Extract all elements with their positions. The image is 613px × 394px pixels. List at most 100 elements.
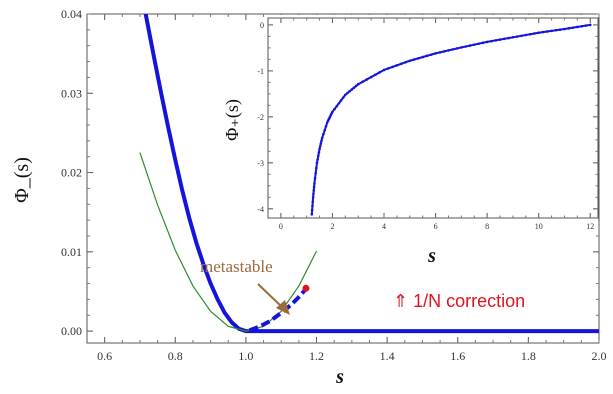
inset-y-tick-label: 0 (260, 21, 264, 30)
inset-marker (335, 104, 339, 108)
inset-marker (460, 46, 463, 49)
main-ticks: 0.6 0.8 1.0 1.2 1.4 1.6 1.8 2.0 0.00 0.01 0.02 0.03… (61, 7, 607, 363)
inset-ylabel: Φ₊(s) (222, 99, 243, 141)
inset-marker (382, 68, 386, 72)
inset-y-tick-label: -3 (257, 159, 264, 168)
inset-marker (318, 147, 321, 151)
inset-marker (412, 58, 416, 61)
inset-marker (361, 80, 364, 84)
series-phi-minus (143, 14, 599, 334)
series-metastable-branch (248, 287, 308, 333)
metastable-arrow-head (276, 300, 290, 315)
inset-marker (434, 52, 437, 55)
inset-marker (567, 27, 571, 30)
series-quadratic-approx (139, 152, 318, 332)
inset-plot-frame (267, 17, 599, 219)
inset-marker (316, 154, 320, 158)
inset-marker (438, 51, 442, 54)
inset-x-tick-label: 12 (586, 222, 594, 231)
main-y-tick-label: 0.00 (61, 324, 82, 338)
inset-marker (477, 42, 480, 46)
inset-marker (310, 208, 314, 212)
main-x-tick-label: 1.8 (521, 349, 536, 363)
inset-marker (472, 43, 476, 46)
inset-ticks: 0 2 4 6 8 10 12 0 -1 -2 -3 -4 (257, 18, 598, 231)
inset-marker (391, 65, 394, 69)
inset-x-tick-label: 4 (382, 222, 386, 231)
inset-marker (352, 86, 356, 90)
inset-marker (395, 64, 399, 67)
main-x-tick-label: 2.0 (592, 349, 607, 363)
inset-marker (421, 55, 424, 59)
inset-marker (399, 62, 403, 66)
inset-marker (524, 33, 528, 37)
inset-marker (331, 110, 334, 114)
inset-marker (333, 107, 336, 111)
inset-marker (528, 32, 532, 36)
inset-marker (576, 25, 579, 29)
main-plot-frame (86, 13, 600, 344)
main-x-tick-label: 1.4 (380, 349, 395, 363)
annotation-correction: ⇑ 1/N correction (393, 291, 525, 311)
inset-marker (310, 213, 314, 216)
main-y-tick-label: 0.03 (61, 86, 82, 100)
inset-marker (558, 28, 562, 31)
inset-marker (314, 171, 317, 175)
inset-marker (374, 73, 377, 77)
inset-marker (337, 101, 341, 105)
inset-marker (464, 45, 467, 48)
inset-marker (315, 161, 319, 165)
inset-marker (318, 144, 322, 148)
inset-marker (312, 189, 316, 192)
inset-marker (545, 30, 549, 33)
inset-marker (408, 59, 412, 63)
annotation-metastable: metastable (200, 257, 273, 276)
main-x-tick-label: 1.2 (309, 349, 324, 363)
main-ylabel: Φ_(s) (11, 157, 33, 203)
inset-marker (348, 89, 351, 93)
inset-marker (442, 50, 446, 53)
inset-marker (584, 24, 588, 27)
inset-marker (313, 182, 316, 185)
main-series (139, 14, 599, 334)
inset-marker (313, 177, 317, 180)
inset-marker (571, 26, 575, 29)
inset-marker (369, 75, 373, 79)
inset-marker (425, 54, 429, 58)
inset-y-tick-label: -2 (257, 113, 264, 122)
inset-marker (520, 34, 523, 38)
inset-marker (537, 31, 541, 35)
inset-marker (580, 24, 583, 28)
inset-x-tick-label: 8 (485, 222, 489, 231)
inset-marker (339, 99, 343, 102)
inset-marker (350, 88, 354, 91)
inset-marker (541, 30, 545, 34)
metastable-arrow-line (257, 283, 284, 309)
inset-marker (533, 32, 536, 35)
inset-marker (550, 29, 553, 33)
inset-marker (312, 192, 315, 196)
inset-marker (515, 35, 519, 38)
main-x-tick-label: 1.6 (450, 349, 465, 363)
inset-marker (315, 166, 318, 170)
inset-marker (507, 36, 510, 40)
inset-marker (485, 40, 489, 44)
inset-marker (323, 128, 327, 132)
inset-marker (429, 53, 433, 56)
inset-x-tick-label: 10 (535, 222, 543, 231)
inset-y-tick-label: -1 (257, 67, 264, 76)
inset-background (268, 15, 598, 230)
inset-marker (311, 200, 315, 203)
inset-marker (417, 57, 420, 60)
inset-marker (447, 49, 450, 52)
inset-marker (356, 82, 360, 86)
inset-marker (344, 93, 347, 97)
inset-marker (490, 39, 493, 43)
inset-marker (319, 142, 323, 145)
inset-marker (316, 158, 319, 161)
inset-marker (378, 71, 382, 74)
inset-x-tick-label: 6 (434, 222, 438, 231)
inset-marker (563, 27, 566, 31)
inset-marker (311, 204, 314, 208)
